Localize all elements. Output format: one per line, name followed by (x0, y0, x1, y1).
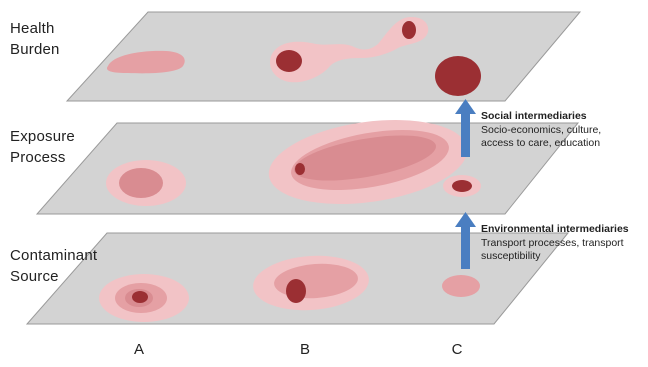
source-hotspot-a (132, 291, 148, 303)
exposure-hotspot-b (295, 163, 305, 175)
plane-contaminant-source (25, 232, 570, 325)
burden-hotspot-b (276, 50, 302, 72)
burden-region-b-corridor (270, 16, 429, 83)
burden-hotspot-c (435, 56, 481, 96)
label-line: Source (10, 268, 59, 285)
exposure-hotspot-c (452, 180, 472, 192)
label-line: Contaminant (10, 247, 98, 264)
arrow-head (455, 212, 476, 227)
arrow-shaft (461, 227, 470, 269)
note-title: Social intermediaries (481, 110, 587, 122)
burden-region-a (106, 50, 185, 74)
column-label-c: C (451, 341, 463, 358)
arrow-head (455, 99, 476, 114)
note-line: susceptibility (481, 250, 541, 262)
note-environmental-intermediaries: Environmental intermediaries Transport p… (481, 223, 629, 264)
arrow-environmental (455, 212, 476, 269)
burden-hotspot-b2 (402, 21, 416, 39)
exposure-region-a-inner (119, 168, 163, 198)
label-exposure-process: Exposure Process (10, 126, 75, 168)
exposure-region-b-inner (294, 135, 436, 181)
note-title: Environmental intermediaries (481, 223, 629, 235)
arrow-shaft (461, 114, 470, 157)
label-line: Exposure (10, 128, 75, 145)
note-line: Socio-economics, culture, (481, 123, 602, 136)
label-line: Health (10, 20, 55, 37)
column-label-b: B (299, 341, 310, 358)
label-line: Burden (10, 41, 60, 58)
label-line: Process (10, 149, 66, 166)
source-region-c (442, 275, 480, 297)
plane-health-burden (65, 11, 582, 102)
label-health-burden: Health Burden (10, 18, 60, 60)
source-hotspot-b (286, 279, 306, 303)
note-line: Transport processes, transport (481, 236, 624, 249)
label-contaminant-source: Contaminant Source (10, 245, 97, 287)
column-label-a: A (133, 341, 144, 358)
arrow-social (455, 99, 476, 157)
note-social-intermediaries: Social intermediaries Socio-economics, c… (481, 110, 601, 151)
note-line: access to care, education (481, 137, 601, 149)
plane-exposure-process (35, 120, 580, 215)
